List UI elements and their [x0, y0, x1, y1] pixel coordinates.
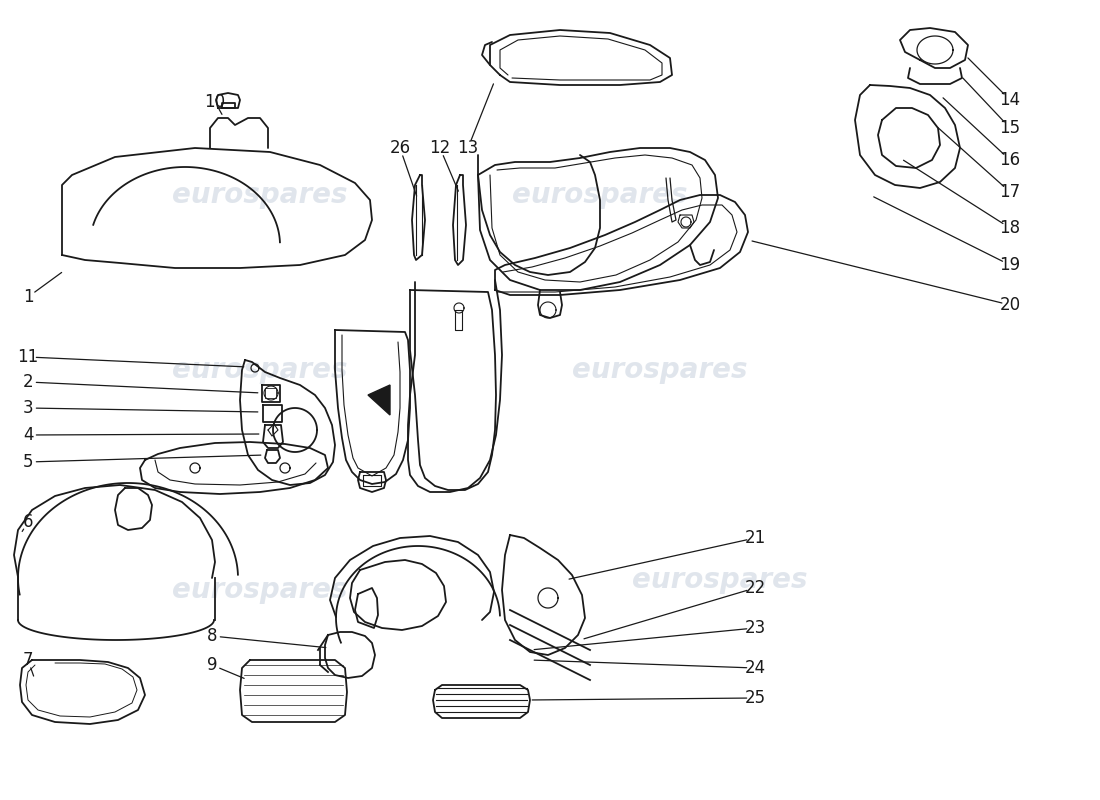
- Text: 7: 7: [23, 651, 33, 669]
- Text: 23: 23: [745, 619, 766, 637]
- Text: 17: 17: [1000, 183, 1021, 201]
- Text: 20: 20: [1000, 296, 1021, 314]
- Text: eurospares: eurospares: [632, 566, 807, 594]
- Text: 18: 18: [1000, 219, 1021, 237]
- Text: 15: 15: [1000, 119, 1021, 137]
- Text: eurospares: eurospares: [173, 181, 348, 209]
- Text: 5: 5: [23, 453, 33, 471]
- Text: eurospares: eurospares: [173, 356, 348, 384]
- Text: eurospares: eurospares: [513, 181, 688, 209]
- Text: 13: 13: [458, 139, 478, 157]
- Text: 8: 8: [207, 627, 218, 645]
- Text: 9: 9: [207, 656, 218, 674]
- Text: 16: 16: [1000, 151, 1021, 169]
- Text: 22: 22: [745, 579, 766, 597]
- Text: 19: 19: [1000, 256, 1021, 274]
- Text: 21: 21: [745, 529, 766, 547]
- Text: eurospares: eurospares: [572, 356, 748, 384]
- Text: 14: 14: [1000, 91, 1021, 109]
- Text: 24: 24: [745, 659, 766, 677]
- Polygon shape: [368, 385, 390, 415]
- Text: 4: 4: [23, 426, 33, 444]
- Text: 25: 25: [745, 689, 766, 707]
- Text: 26: 26: [389, 139, 410, 157]
- Text: 2: 2: [23, 373, 33, 391]
- Text: 10: 10: [205, 93, 225, 111]
- Text: 6: 6: [23, 513, 33, 531]
- Text: 12: 12: [429, 139, 451, 157]
- Text: eurospares: eurospares: [173, 576, 348, 604]
- Text: 11: 11: [18, 348, 38, 366]
- Text: 1: 1: [23, 288, 33, 306]
- Text: 3: 3: [23, 399, 33, 417]
